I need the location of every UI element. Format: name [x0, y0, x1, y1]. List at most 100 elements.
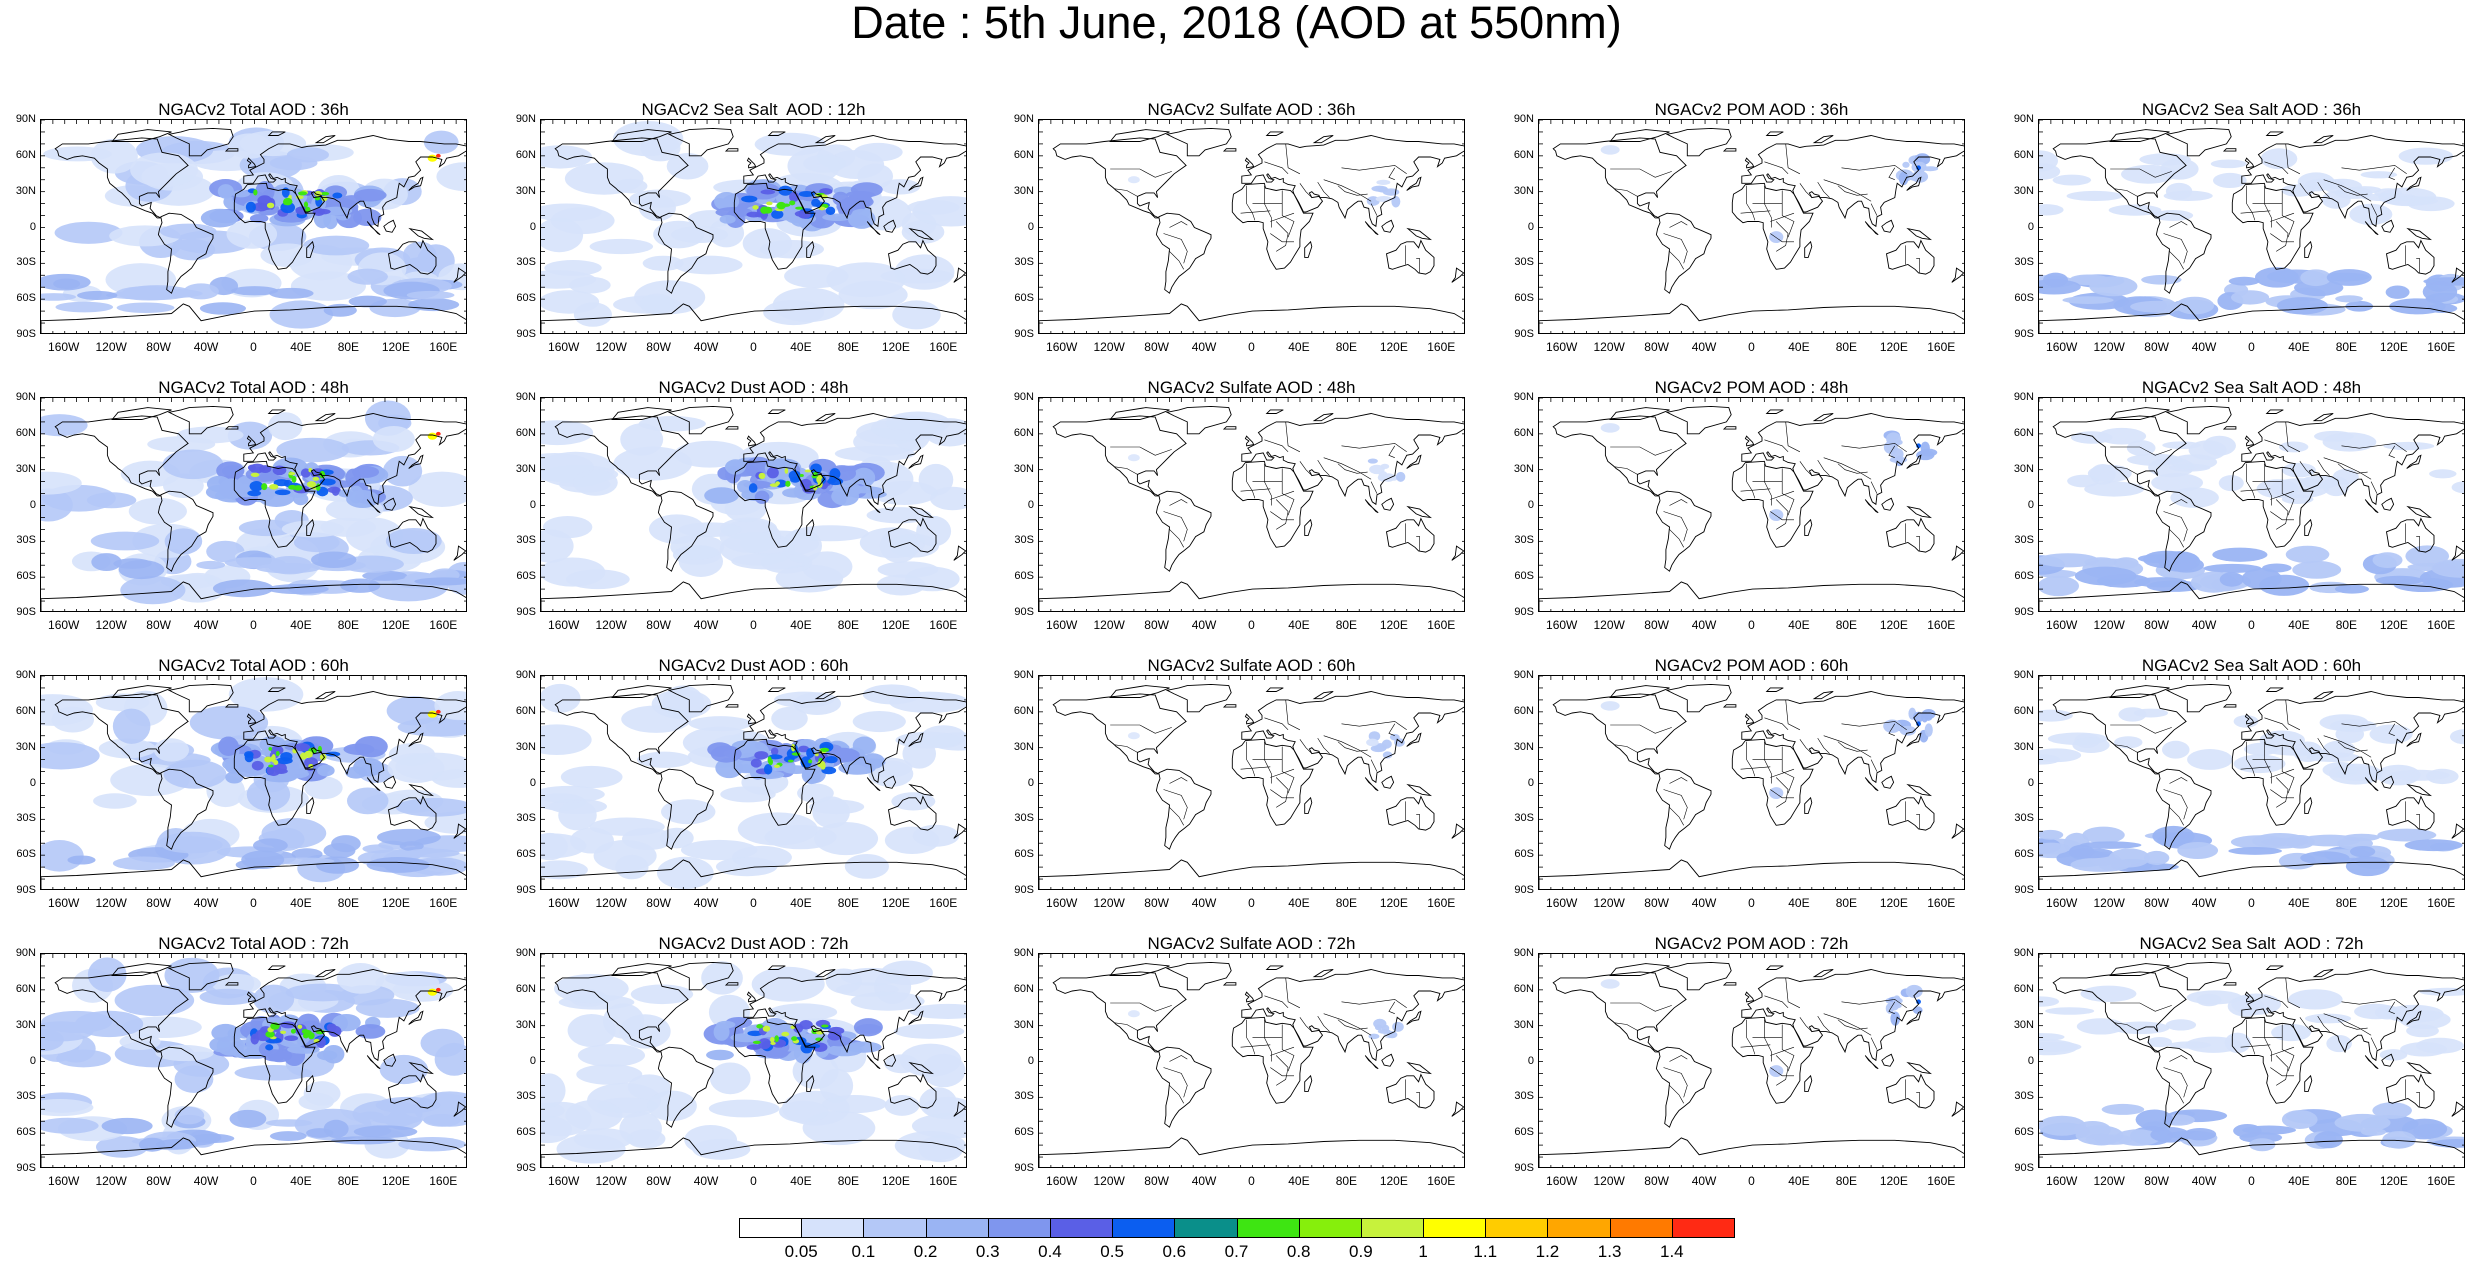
aod-southern-ocean: [2183, 1128, 2217, 1141]
colorbar-swatch: [1609, 1218, 1673, 1238]
aod-haze: [423, 130, 459, 154]
aod-haze: [834, 445, 916, 462]
aod-dust-peak: [799, 474, 804, 478]
coastline-novaya: [2312, 969, 2334, 978]
aod-haze: [720, 786, 776, 803]
country-border: [2270, 233, 2294, 243]
country-border: [1370, 1037, 1378, 1050]
country-border: [1823, 457, 1872, 480]
coastline-indonesia: [366, 221, 381, 236]
aod-dust-belt: [845, 1041, 882, 1053]
aod-map: [1539, 120, 1964, 333]
coastline-svalbard: [1265, 131, 1284, 136]
coastline-arctic-isles: [1609, 685, 1670, 698]
longitude-tick-label: 40W: [2191, 618, 2217, 632]
longitude-tick-label: 120E: [381, 340, 410, 354]
coastline-north-america: [1052, 693, 1187, 775]
aod-map: [1539, 398, 1964, 611]
aod-dust-core: [778, 185, 793, 196]
longitude-tick-label: 0: [750, 1174, 757, 1188]
map-plot-area: [2038, 953, 2465, 1168]
country-border: [1775, 499, 1789, 530]
longitude-tick-label: 160E: [429, 896, 458, 910]
coastline-new-guinea: [2406, 505, 2432, 519]
aod-dust-core: [758, 1038, 771, 1050]
aod-dust-core: [249, 480, 264, 492]
latitude-tick-label: 90S: [1514, 606, 1534, 618]
coastline-australia: [387, 517, 437, 553]
country-border: [1740, 488, 1771, 492]
latitude-tick-label: 30N: [1513, 1018, 1534, 1031]
aod-haze: [541, 145, 593, 169]
aod-dust-core: [741, 195, 758, 203]
country-border: [2341, 721, 2407, 731]
longitude-tick-label: 120W: [1593, 1174, 1625, 1188]
aod-dust-core: [766, 467, 779, 479]
country-border: [2110, 1002, 2172, 1012]
longitude-tick-label: 80W: [2144, 618, 2169, 632]
aod-southern-ocean: [2039, 829, 2064, 840]
colorbar-label: 0.8: [1286, 1242, 1311, 1261]
coastline-indonesia: [1364, 1055, 1379, 1070]
country-border: [2323, 1013, 2372, 1036]
longitude-tick-label: 160E: [429, 618, 458, 632]
coastline-greenland: [2165, 961, 2232, 991]
aod-haze: [95, 693, 150, 712]
country-border: [1870, 481, 1878, 494]
aod-map: [541, 676, 966, 889]
latitude-tick-label: 90N: [1513, 669, 1534, 681]
aod-southern-ocean: [2143, 850, 2170, 865]
coastline-north-america: [2052, 137, 2187, 219]
coastline-arctic-isles: [2109, 963, 2170, 976]
longitude-tick-label: 40W: [693, 618, 719, 632]
country-border: [1740, 210, 1771, 214]
latitude-tick-label: 90S: [1014, 1162, 1034, 1174]
longitude-tick-label: 120W: [595, 1174, 627, 1188]
aod-dust-core: [829, 468, 841, 480]
country-border: [1275, 777, 1289, 808]
latitude-tick-label: 30N: [15, 740, 36, 753]
longitude-tick-label: 0: [1248, 896, 1255, 910]
longitude-tick-label: 40E: [1288, 340, 1310, 354]
aod-seasalt-haze: [2233, 715, 2259, 728]
country-border: [1113, 188, 1138, 197]
coastline-newzealand: [1951, 267, 1964, 283]
coastline-japan: [1906, 1010, 1922, 1025]
coastline-south-america: [657, 490, 714, 572]
coastline-iceland: [2222, 426, 2237, 430]
latitude-tick-label: 60N: [2013, 704, 2034, 717]
coastline-australia: [2385, 795, 2435, 831]
aod-southern-ocean: [267, 583, 329, 595]
country-border: [2270, 768, 2295, 778]
aod-southern-ocean: [2314, 1131, 2343, 1149]
aod-southern-ocean: [2299, 834, 2360, 847]
coastline-madagascar: [1304, 518, 1313, 536]
latitude-tick-label: 90N: [515, 391, 536, 403]
coastline-south-america: [1655, 1046, 1712, 1128]
aod-seasalt-haze: [2151, 473, 2204, 493]
coastline-arctic-isles: [611, 407, 672, 420]
aod-haze: [684, 1124, 738, 1155]
country-border: [1841, 443, 1907, 453]
coastline-eurasia: [1741, 691, 1964, 784]
colorbar-label: 0.1: [851, 1242, 876, 1261]
aod-dust-peak: [818, 206, 826, 211]
aod-southern-ocean: [366, 857, 430, 873]
country-border: [1669, 1055, 1688, 1062]
coastline-indonesia: [1864, 221, 1879, 236]
longitude-tick-label: 40W: [2191, 340, 2217, 354]
country-border: [1740, 1044, 1771, 1048]
country-border: [2299, 1017, 2313, 1032]
latitude-tick-label: 60S: [1514, 570, 1534, 583]
aod-dust-peak: [782, 203, 791, 207]
coastline-newzealand: [953, 1101, 966, 1117]
country-border: [1740, 766, 1771, 770]
aod-dust-core: [747, 1030, 763, 1037]
aod-seasalt-haze: [2186, 990, 2243, 1005]
country-border: [2341, 999, 2407, 1009]
country-border: [2169, 807, 2184, 826]
latitude-tick-label: 30S: [16, 534, 36, 547]
coastline-south-america: [2155, 768, 2212, 850]
aod-haze: [347, 268, 388, 285]
country-border: [1781, 1024, 1795, 1072]
